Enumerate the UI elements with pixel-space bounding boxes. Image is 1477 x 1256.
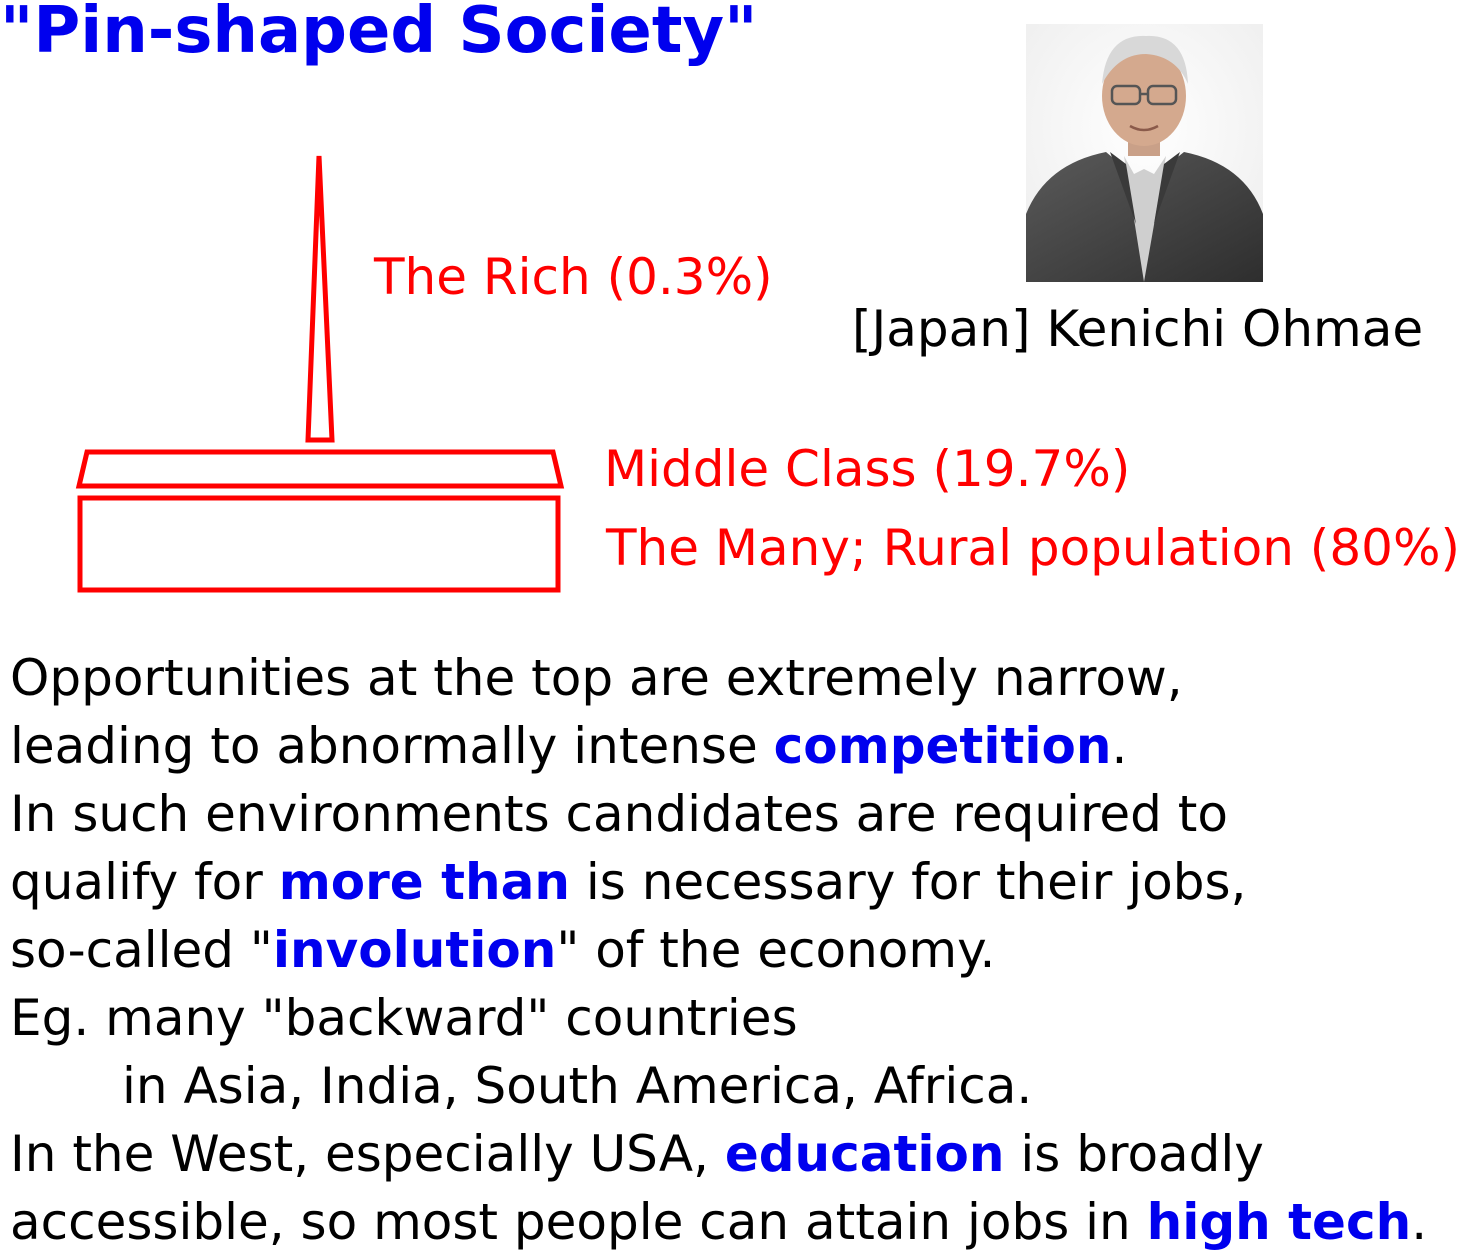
pin-shape-rich: [305, 155, 335, 443]
body-line-8: In the West, especially USA, education i…: [10, 1125, 1264, 1183]
highlight-competition: competition: [773, 717, 1112, 775]
many-rural-shape: [77, 495, 561, 593]
photo-caption: [Japan] Kenichi Ohmae: [852, 300, 1424, 358]
body-line-2: leading to abnormally intense competitio…: [10, 717, 1128, 775]
body-line-7: in Asia, India, South America, Africa.: [122, 1057, 1033, 1115]
label-many-rural: The Many; Rural population (80%): [606, 519, 1460, 577]
body-text: Opportunities at the top are extremely n…: [10, 644, 1427, 1256]
middle-class-shape: [75, 449, 565, 489]
pin-society-diagram: [75, 155, 565, 593]
body-line-3: In such environments candidates are requ…: [10, 785, 1228, 843]
highlight-high-tech: high tech: [1146, 1193, 1412, 1251]
page-title: "Pin-shaped Society": [0, 0, 758, 68]
body-line-1: Opportunities at the top are extremely n…: [10, 649, 1183, 707]
highlight-involution: involution: [272, 921, 557, 979]
portrait-photo: [1026, 24, 1263, 282]
body-line-9: accessible, so most people can attain jo…: [10, 1193, 1428, 1251]
label-middle-class: Middle Class (19.7%): [604, 440, 1131, 498]
label-rich: The Rich (0.3%): [374, 248, 773, 306]
body-line-4: qualify for more than is necessary for t…: [10, 853, 1247, 911]
body-line-5: so-called "involution" of the economy.: [10, 921, 996, 979]
body-line-6: Eg. many "backward" countries: [10, 989, 798, 1047]
highlight-more-than: more than: [278, 853, 570, 911]
highlight-education: education: [724, 1125, 1005, 1183]
